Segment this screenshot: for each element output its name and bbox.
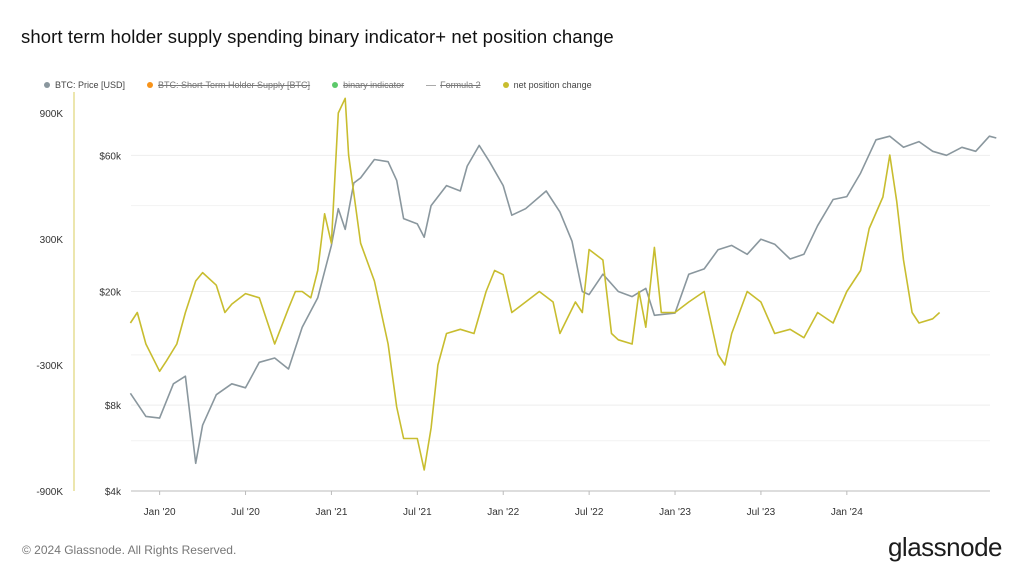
legend-item-1[interactable]: BTC: Short-Term Holder Supply [BTC] <box>147 80 310 90</box>
y-left-ticks: 900K 300K -300K -900K <box>36 109 63 498</box>
y-left-tick-1: 300K <box>40 235 64 246</box>
x-tick-label-4: Jan '22 <box>487 507 519 518</box>
legend-item-3[interactable]: Formula 2 <box>426 80 481 90</box>
series-line-1 <box>129 97 941 471</box>
x-tick-label-3: Jul '21 <box>403 507 432 518</box>
y-right-tick-1: $20k <box>99 288 122 299</box>
legend-label: binary indicator <box>343 80 405 90</box>
y-right-tick-2: $8k <box>105 401 122 412</box>
y-right-tick-0: $60k <box>99 151 122 162</box>
grid <box>131 154 990 492</box>
y-left-tick-0: 900K <box>40 109 64 120</box>
y-right-ticks: $60k $20k $8k $4k <box>99 151 122 498</box>
legend-marker-icon <box>44 82 50 88</box>
y-left-tick-2: -300K <box>36 361 63 372</box>
legend-marker-icon <box>502 82 509 88</box>
y-right-tick-3: $4k <box>105 487 122 498</box>
legend-item-2[interactable]: binary indicator <box>332 80 404 90</box>
chart-title: short term holder supply spending binary… <box>21 26 614 47</box>
series-line-0 <box>129 135 997 465</box>
x-tick-label-1: Jul '20 <box>231 507 260 518</box>
x-tick-label-0: Jan '20 <box>144 507 176 518</box>
y-left-tick-3: -900K <box>36 487 63 498</box>
legend-label: BTC: Short-Term Holder Supply [BTC] <box>158 80 311 90</box>
legend-item-0[interactable]: BTC: Price [USD] <box>44 80 125 90</box>
x-ticks: Jan '20 Jul '20 Jan '21 Jul '21 Jan '22 Jul '… <box>144 491 863 518</box>
copyright: © 2024 Glassnode. All Rights Reserved. <box>22 543 237 557</box>
x-tick-label-6: Jan '23 <box>659 507 691 518</box>
legend-marker-icon <box>426 84 437 86</box>
x-tick-label-2: Jan '21 <box>315 507 347 518</box>
glassnode-logo: glassnode <box>887 532 1003 562</box>
legend-label: net position change <box>513 80 592 90</box>
legend-item-4[interactable]: net position change <box>502 80 592 90</box>
x-tick-label-7: Jul '23 <box>747 507 776 518</box>
legend-label: BTC: Price [USD] <box>55 80 126 90</box>
series-layer <box>129 97 997 471</box>
legend-marker-icon <box>332 82 339 88</box>
x-tick-label-8: Jan '24 <box>831 507 863 518</box>
x-tick-label-5: Jul '22 <box>575 507 604 518</box>
chart-legend: BTC: Price [USD] BTC: Short-Term Holder S… <box>44 78 614 92</box>
legend-marker-icon <box>147 82 154 88</box>
legend-label: Formula 2 <box>440 80 481 90</box>
